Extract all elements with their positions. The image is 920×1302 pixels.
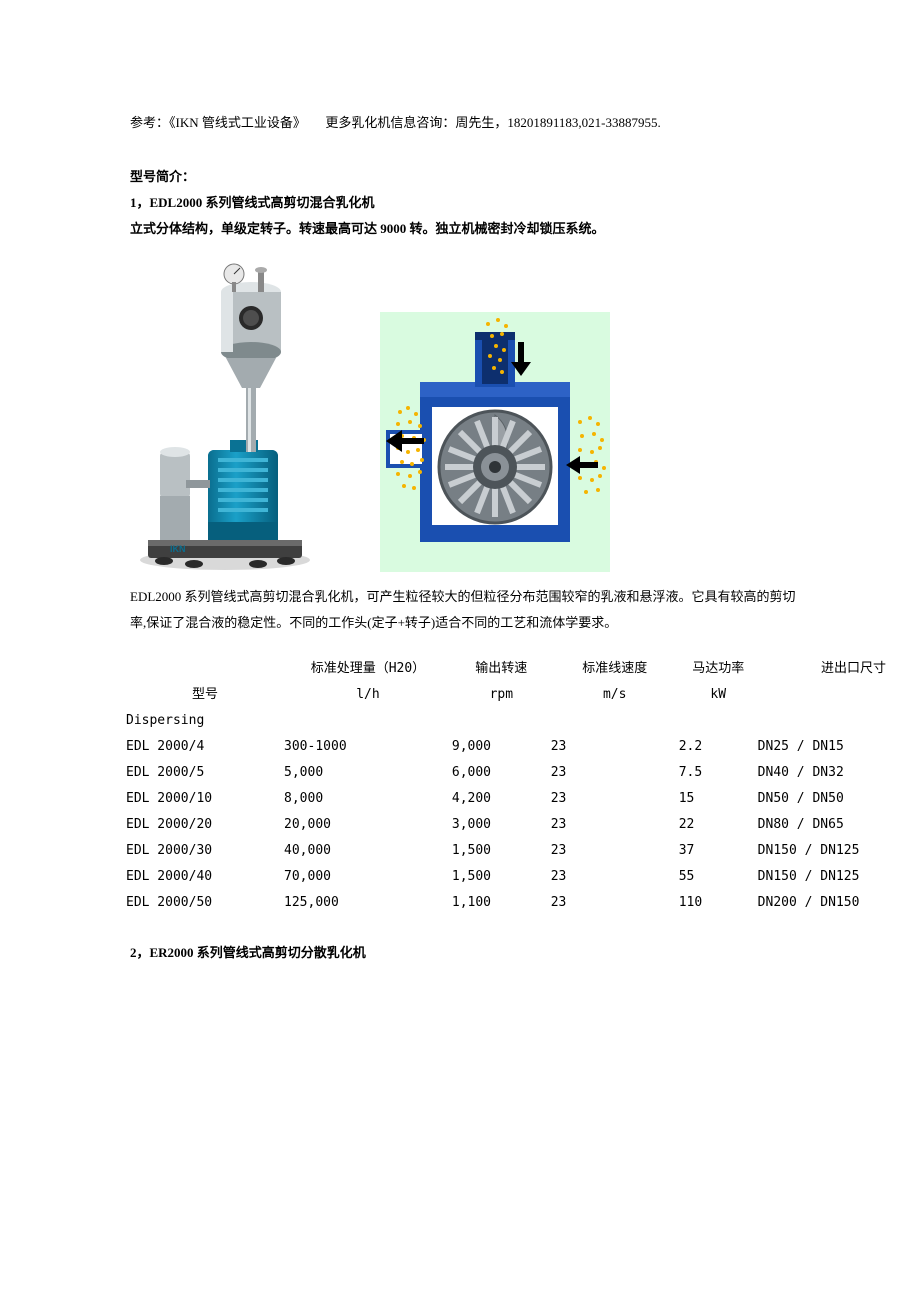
section1-title: 1，EDL2000 系列管线式高剪切混合乳化机 [130,190,810,216]
col-dn-header: 进出口尺寸 [758,656,886,682]
col-capacity-header: 标准处理量（H20） [284,656,452,682]
spec-table: 标准处理量（H20） 输出转速 标准线速度 马达功率 进出口尺寸 型号 l/h … [126,656,886,916]
section1-sub: 立式分体结构，单级定转子。转速最高可达 9000 转。独立机械密封冷却锁压系统。 [130,216,810,242]
reference-line: 参考：《IKN 管线式工业设备》 更多乳化机信息咨询：周先生，182018911… [130,110,810,136]
section-label: 型号简介： [130,164,810,190]
col-speed-header: 标准线速度 [551,656,679,682]
col-rpm-header: 输出转速 [452,656,551,682]
table-row: EDL 2000/4070,0001,5002355DN150 / DN125 [126,864,886,890]
col-speed-unit: m/s [551,682,679,708]
col-power-unit: kW [679,682,758,708]
cutaway-diagram [380,312,610,572]
table-group-label: Dispersing [126,708,886,734]
section1-description: EDL2000 系列管线式高剪切混合乳化机，可产生粒径较大的但粒径分布范围较窄的… [130,584,810,636]
table-row: EDL 2000/2020,0003,0002322DN80 / DN65 [126,812,886,838]
table-header-row-2: 型号 l/h rpm m/s kW [126,682,886,708]
svg-text:IKN: IKN [170,544,186,554]
figure-row: IKN [130,252,810,572]
table-group-row: Dispersing [126,708,886,734]
table-row: EDL 2000/4300-10009,000232.2DN25 / DN15 [126,734,886,760]
section2-title: 2，ER2000 系列管线式高剪切分散乳化机 [130,940,810,966]
table-row: EDL 2000/3040,0001,5002337DN150 / DN125 [126,838,886,864]
col-power-header: 马达功率 [679,656,758,682]
table-row: EDL 2000/55,0006,000237.5DN40 / DN32 [126,760,886,786]
col-capacity-unit: l/h [284,682,452,708]
table-row: EDL 2000/108,0004,2002315DN50 / DN50 [126,786,886,812]
machine-photo: IKN [130,252,320,572]
col-model-header: 型号 [126,682,284,708]
table-row: EDL 2000/50125,0001,10023110DN200 / DN15… [126,890,886,916]
col-rpm-unit: rpm [452,682,551,708]
table-header-row-1: 标准处理量（H20） 输出转速 标准线速度 马达功率 进出口尺寸 [126,656,886,682]
